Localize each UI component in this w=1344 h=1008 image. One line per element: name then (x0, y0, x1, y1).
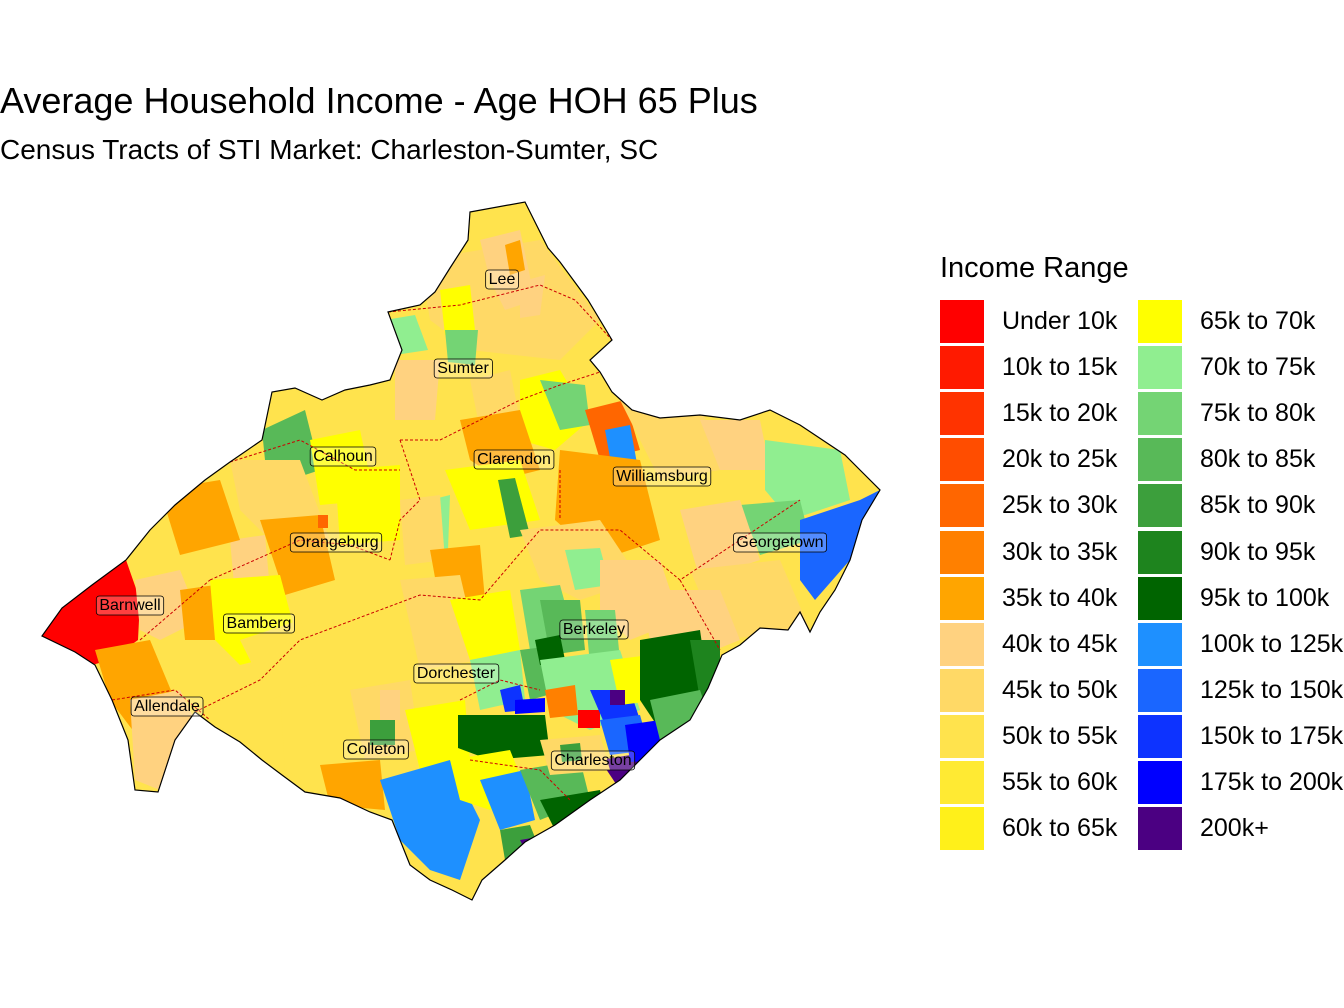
county-label: Georgetown (733, 532, 827, 553)
svg-text:Orangeburg: Orangeburg (293, 534, 378, 551)
legend-label: 45k to 50k (1002, 675, 1118, 704)
svg-text:Williamsburg: Williamsburg (616, 468, 708, 485)
county-label: Bamberg (223, 613, 295, 634)
legend-swatch (940, 761, 984, 804)
county-label: Dorchester (413, 663, 500, 684)
legend-swatch (1138, 761, 1182, 804)
legend-swatch (940, 484, 984, 528)
county-label: Charleston (550, 750, 636, 771)
legend-label: 75k to 80k (1200, 399, 1316, 428)
legend-label: 50k to 55k (1002, 721, 1118, 750)
legend-label: 100k to 125k (1200, 629, 1344, 658)
legend-label: 80k to 85k (1200, 445, 1316, 474)
county-label: Sumter (433, 358, 493, 379)
choropleth-map: Lee Sumter Calhoun Clarendon Williamsburg Geo… (41, 201, 881, 901)
svg-text:Georgetown: Georgetown (736, 534, 823, 551)
county-label: Clarendon (473, 449, 555, 470)
county-label: Calhoun (309, 446, 377, 467)
svg-text:Colleton: Colleton (347, 741, 406, 758)
legend-swatch (1138, 300, 1182, 343)
legend-swatch (1138, 392, 1182, 436)
legend-label: 60k to 65k (1002, 814, 1118, 843)
svg-text:Sumter: Sumter (437, 360, 489, 377)
county-label: Barnwell (95, 595, 165, 616)
legend-label: 95k to 100k (1200, 583, 1330, 612)
svg-text:Bamberg: Bamberg (227, 615, 292, 632)
svg-text:Charleston: Charleston (554, 752, 631, 769)
legend-swatch (940, 346, 984, 390)
legend-label: 30k to 35k (1002, 537, 1118, 566)
legend-swatch (940, 668, 984, 712)
legend-swatch (940, 622, 984, 666)
legend-swatch (1138, 346, 1182, 390)
county-label: Orangeburg (289, 532, 383, 553)
county-label: Allendale (130, 696, 204, 717)
county-label: Berkeley (559, 619, 629, 640)
legend-swatch (1138, 438, 1182, 482)
legend-swatch (1138, 484, 1182, 528)
map-subtitle: Census Tracts of STI Market: Charleston-… (0, 134, 659, 165)
legend-label: 15k to 20k (1002, 399, 1118, 428)
svg-text:Clarendon: Clarendon (477, 451, 551, 468)
legend-label: 40k to 45k (1002, 629, 1118, 658)
legend-swatch (940, 530, 984, 574)
legend-swatch (1138, 807, 1182, 851)
legend-label: 35k to 40k (1002, 583, 1118, 612)
svg-text:Allendale: Allendale (134, 698, 200, 715)
legend-swatch (940, 576, 984, 620)
legend: Under 10k 10k to 15k 15k to 20k 20k to 25k 2… (940, 300, 1344, 852)
svg-text:Berkeley: Berkeley (563, 621, 625, 638)
legend-swatch (1138, 668, 1182, 712)
legend-label: 55k to 60k (1002, 768, 1118, 796)
legend-title: Income Range (940, 252, 1129, 284)
legend-label: 175k to 200k (1200, 768, 1344, 796)
legend-swatch (1138, 622, 1182, 666)
legend-swatch (1138, 530, 1182, 574)
county-label: Colleton (343, 739, 409, 760)
legend-label: 150k to 175k (1200, 721, 1344, 750)
svg-text:Barnwell: Barnwell (99, 597, 160, 614)
legend-label: 125k to 150k (1200, 675, 1344, 704)
legend-label: Under 10k (1002, 307, 1118, 335)
legend-label: 85k to 90k (1200, 491, 1316, 520)
legend-label: 70k to 75k (1200, 353, 1316, 382)
legend-label: 10k to 15k (1002, 353, 1118, 382)
legend-swatch (940, 392, 984, 436)
legend-swatch (940, 438, 984, 482)
county-label: Williamsburg (612, 466, 712, 487)
map-title: Average Household Income - Age HOH 65 Pl… (0, 80, 758, 121)
legend-swatch (940, 300, 984, 343)
legend-swatch (1138, 714, 1182, 758)
county-labels: Lee Sumter Calhoun Clarendon Williamsburg Geo… (95, 269, 827, 771)
legend-swatch (940, 807, 984, 851)
svg-text:Dorchester: Dorchester (417, 665, 496, 682)
legend-label: 20k to 25k (1002, 445, 1118, 474)
legend-swatch (1138, 576, 1182, 620)
legend-label: 65k to 70k (1200, 307, 1316, 335)
state-outline (41, 201, 881, 901)
legend-label: 90k to 95k (1200, 537, 1316, 566)
legend-label: 200k+ (1200, 814, 1269, 843)
county-boundaries (111, 284, 801, 801)
legend-label: 25k to 30k (1002, 491, 1118, 520)
svg-text:Lee: Lee (489, 271, 516, 288)
svg-text:Calhoun: Calhoun (313, 448, 373, 465)
county-label: Lee (485, 269, 519, 290)
legend-swatch (940, 714, 984, 758)
